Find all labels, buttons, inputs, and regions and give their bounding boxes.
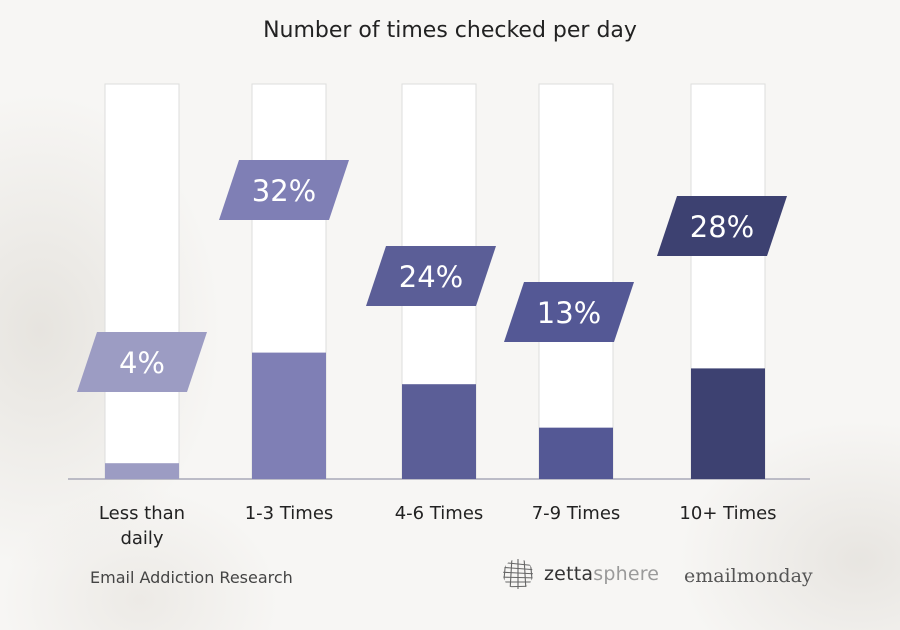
category-label: daily xyxy=(120,528,163,549)
bar xyxy=(105,463,179,479)
data-label-badge xyxy=(657,196,787,256)
data-label-badge xyxy=(219,160,349,220)
bar-track xyxy=(104,83,180,480)
emailmonday-logo: emailmonday xyxy=(684,565,813,587)
data-label: 32% xyxy=(252,174,316,208)
data-label-badge xyxy=(504,282,634,342)
data-label-badge xyxy=(77,332,207,392)
chart-title: Number of times checked per day xyxy=(263,18,637,43)
bar xyxy=(252,352,326,479)
category-label: 4-6 Times xyxy=(395,503,484,524)
data-label: 4% xyxy=(119,346,165,380)
data-label: 13% xyxy=(537,296,601,330)
bar xyxy=(402,384,476,479)
zettasphere-logo: zettasphere xyxy=(498,557,659,591)
bar xyxy=(691,368,765,479)
data-label: 28% xyxy=(690,210,754,244)
category-label: 10+ Times xyxy=(679,503,776,524)
data-label-badge xyxy=(366,246,496,306)
bar xyxy=(539,427,613,479)
logo-zetta-light: sphere xyxy=(593,563,660,585)
globe-icon xyxy=(503,559,533,589)
logo-zetta-bold: zetta xyxy=(544,563,594,585)
data-label: 24% xyxy=(399,260,463,294)
bar-track xyxy=(538,83,614,480)
category-label: 1-3 Times xyxy=(245,503,334,524)
category-label: Less than xyxy=(99,503,185,524)
source-caption: Email Addiction Research xyxy=(90,568,293,587)
category-label: 7-9 Times xyxy=(532,503,621,524)
